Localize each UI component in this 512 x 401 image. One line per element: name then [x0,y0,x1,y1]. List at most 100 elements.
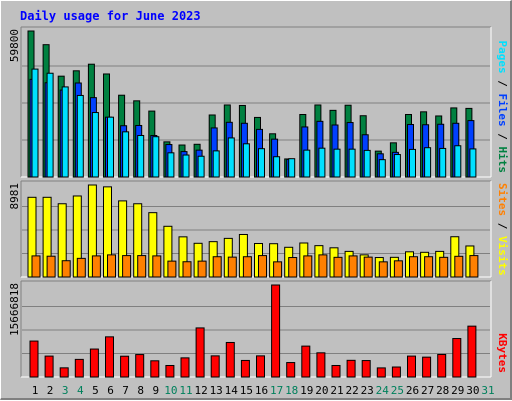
day-label-17: 17 [270,384,283,397]
day-label-10: 10 [164,384,177,397]
bar-kbytes-day-11 [180,357,190,378]
bar-pages-day-4 [76,94,84,178]
bar-sites-day-1 [31,255,41,278]
bar-pages-day-24 [378,159,386,178]
bar-kbytes-day-22 [346,359,356,378]
day-label-20: 20 [315,384,328,397]
day-label-1: 1 [32,384,39,397]
legend-pages: Pages [496,41,509,74]
day-label-18: 18 [285,384,298,397]
day-label-19: 19 [300,384,313,397]
chart-title: Daily usage for June 2023 [20,9,201,23]
bar-sites-day-30 [469,255,479,278]
legend-separator: / [496,216,509,236]
legend-hits-files-pages: Pages / Files / Hits [496,41,509,174]
bar-kbytes-day-28 [437,353,447,378]
day-label-14: 14 [225,384,239,397]
day-label-7: 7 [122,384,129,397]
bar-sites-day-20 [318,254,328,278]
bar-kbytes-day-6 [105,336,114,378]
bar-pages-day-25 [393,154,401,178]
day-label-4: 4 [77,384,84,397]
bar-sites-day-26 [409,256,418,278]
bar-sites-day-29 [454,255,464,278]
bar-kbytes-day-9 [150,360,160,378]
day-label-9: 9 [152,384,159,397]
bar-kbytes-day-27 [422,356,432,378]
day-label-24: 24 [376,384,390,397]
bar-kbytes-day-4 [74,358,84,378]
day-label-2: 2 [47,384,54,397]
bar-kbytes-day-17 [271,284,281,378]
bar-pages-day-6 [107,116,114,178]
bar-sites-day-6 [107,254,116,278]
bar-pages-day-15 [242,143,250,178]
bar-kbytes-day-10 [165,364,175,378]
bar-pages-day-23 [363,149,371,178]
bar-sites-day-16 [258,255,267,278]
bar-pages-day-20 [318,147,326,178]
bar-sites-day-22 [348,255,358,278]
bar-pages-day-29 [454,145,462,178]
bar-kbytes-day-16 [256,355,265,378]
legend-separator: / [496,127,509,147]
bar-pages-day-5 [91,112,99,178]
day-label-3: 3 [62,384,69,397]
bar-sites-day-28 [439,256,449,278]
bar-pages-day-13 [212,150,220,178]
bar-pages-day-16 [258,148,265,178]
bar-kbytes-day-12 [195,327,205,378]
bar-sites-day-21 [333,256,343,278]
bar-sites-day-27 [424,256,434,278]
bar-pages-day-3 [61,86,69,178]
day-label-31: 31 [481,384,494,397]
bar-kbytes-day-7 [120,355,130,378]
bar-sites-day-14 [227,256,237,278]
bar-sites-day-4 [76,257,86,278]
day-label-27: 27 [421,384,434,397]
max-label-hits-files-pages: 59800 [8,29,21,62]
bar-sites-day-23 [363,256,373,278]
bar-kbytes-day-23 [361,360,371,378]
day-label-21: 21 [330,384,343,397]
legend-separator: / [496,74,509,94]
bar-sites-day-13 [212,256,222,278]
bar-sites-day-17 [273,261,283,278]
day-label-22: 22 [345,384,358,397]
day-label-8: 8 [137,384,144,397]
bar-kbytes-day-21 [331,364,341,378]
legend-kbytes: KBytes [496,333,509,373]
bar-sites-day-25 [393,260,403,278]
bar-sites-day-8 [137,255,147,278]
day-label-12: 12 [194,384,207,397]
bar-kbytes-day-25 [391,366,401,378]
day-label-25: 25 [391,384,404,397]
bar-kbytes-day-2 [44,355,54,378]
bar-pages-day-22 [348,148,356,178]
bar-pages-day-27 [424,147,432,178]
bar-pages-day-14 [227,137,235,178]
bar-sites-day-9 [152,255,162,278]
bar-sites-day-19 [303,255,313,278]
legend-kbytes: KBytes [496,333,509,373]
bar-kbytes-day-14 [225,341,235,378]
bar-pages-day-19 [303,149,311,178]
bar-kbytes-day-13 [210,355,220,378]
bar-pages-day-7 [122,131,130,178]
bar-sites-day-3 [61,260,71,278]
max-label-kbytes: 15666818 [8,283,21,336]
bar-kbytes-day-30 [467,325,477,378]
bar-kbytes-day-19 [301,345,311,378]
bar-pages-day-17 [273,156,281,178]
day-label-30: 30 [466,384,479,397]
day-label-13: 13 [210,384,223,397]
legend-sites: Sites [496,183,509,216]
bar-sites-day-7 [122,255,132,278]
bar-pages-day-8 [137,134,145,178]
bar-sites-day-24 [378,261,388,278]
bar-pages-day-12 [197,155,205,178]
bar-sites-day-2 [46,255,56,278]
bar-pages-day-9 [152,136,160,178]
day-label-28: 28 [436,384,449,397]
